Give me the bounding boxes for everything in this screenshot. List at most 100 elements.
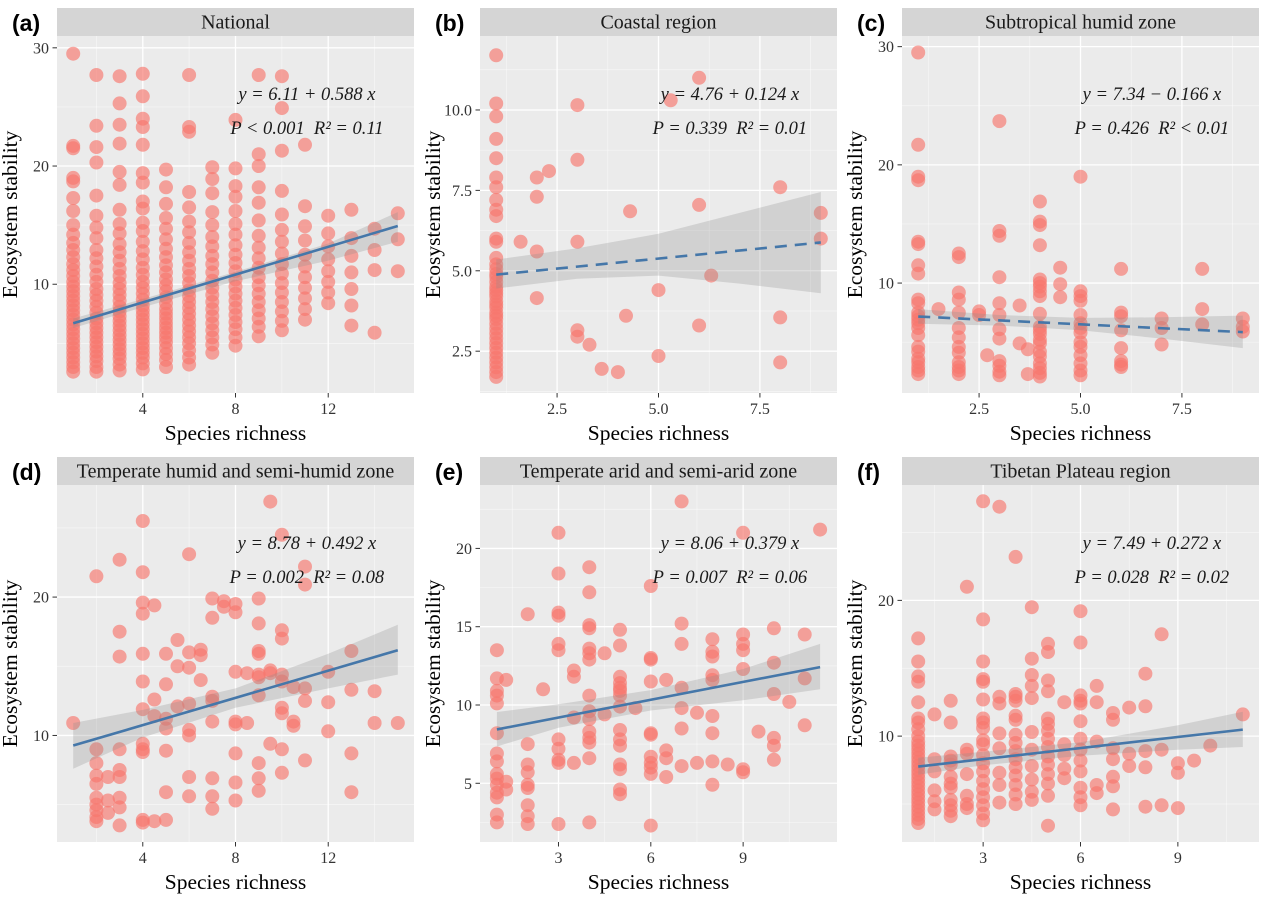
data-point [135, 120, 150, 134]
panel-svg-a: National (a) y = 6.11 + 0.588 x P < 0.001 R… [0, 8, 414, 445]
data-point [263, 736, 278, 751]
x-axis-title: Species richness [1010, 870, 1152, 894]
y-tick-label: 30 [33, 40, 49, 57]
data-point [298, 291, 312, 306]
data-point [228, 793, 243, 807]
data-point [228, 204, 243, 218]
equation-text: y = 4.76 + 0.124 x [658, 85, 799, 105]
data-point [390, 715, 405, 730]
data-point [228, 745, 243, 760]
data-point [112, 136, 127, 151]
data-point [1073, 635, 1088, 649]
scatter-points [489, 493, 827, 833]
data-point [135, 175, 150, 190]
data-point [228, 775, 243, 789]
data-point [1053, 260, 1068, 275]
data-point [992, 765, 1007, 780]
y-tick-label: 5.0 [452, 263, 472, 280]
data-point [911, 815, 926, 830]
data-point [135, 513, 150, 528]
data-point [674, 493, 689, 508]
data-point [205, 160, 220, 175]
y-tick-label: 5 [464, 775, 472, 792]
data-point [274, 143, 289, 158]
data-point [89, 208, 104, 223]
data-point [274, 69, 289, 84]
data-point [367, 715, 382, 730]
data-point [992, 777, 1007, 792]
data-point [159, 221, 173, 236]
data-point [182, 660, 197, 675]
data-point [367, 683, 382, 698]
data-point [89, 140, 104, 155]
data-point [488, 151, 503, 166]
data-point [112, 649, 127, 664]
data-point [1033, 306, 1048, 321]
data-point [274, 765, 289, 780]
data-point [205, 788, 220, 803]
data-point [390, 232, 405, 247]
data-point [581, 688, 596, 703]
data-point [367, 243, 382, 257]
strip-title: Temperate humid and semi-humid zone [77, 460, 395, 482]
strip-title: Tibetan Plateau region [991, 460, 1171, 482]
x-tick-label: 12 [320, 850, 336, 867]
data-point [344, 282, 359, 296]
data-point [541, 164, 556, 179]
data-point [643, 727, 658, 742]
y-tick-label: 20 [456, 540, 472, 557]
x-tick-label: 5.0 [648, 401, 668, 418]
data-point [112, 799, 127, 814]
data-point [205, 714, 220, 729]
equation-text: y = 8.06 + 0.379 x [658, 534, 799, 554]
data-point [182, 200, 197, 215]
data-point [263, 665, 278, 680]
data-point [488, 234, 503, 249]
data-point [182, 185, 197, 199]
data-point [1057, 736, 1072, 751]
x-tick-label: 2.5 [547, 401, 567, 418]
data-point [663, 93, 678, 108]
data-point [135, 66, 150, 81]
data-point [551, 816, 566, 831]
data-point [112, 177, 127, 192]
data-point [159, 211, 173, 225]
y-tick-label: 10 [33, 277, 49, 294]
data-point [298, 137, 312, 152]
data-point [286, 679, 301, 694]
regression-line [918, 315, 1244, 334]
data-point [520, 797, 535, 812]
panel-a: National (a) y = 6.11 + 0.588 x P < 0.001 R… [0, 0, 422, 448]
data-point [251, 615, 266, 630]
data-point [488, 96, 503, 111]
data-point [1114, 309, 1129, 324]
panel-c: Subtropical humid zone (c) y = 7.34 − 0.16… [843, 0, 1267, 448]
data-point [228, 604, 243, 619]
data-point [566, 669, 581, 684]
data-point [992, 270, 1007, 285]
data-point [1203, 738, 1218, 753]
data-point [735, 525, 750, 540]
data-point [321, 723, 336, 738]
data-point [1025, 599, 1040, 614]
data-point [488, 131, 503, 146]
regression-line [496, 665, 820, 731]
data-point [1033, 369, 1048, 384]
strip-header [57, 8, 414, 36]
equation-text: y = 6.11 + 0.588 x [236, 85, 376, 105]
stats-text: P = 0.339 R² = 0.01 [651, 119, 807, 139]
data-point [251, 159, 266, 173]
x-tick-label: 4 [139, 850, 147, 867]
data-point [89, 231, 104, 246]
data-point [488, 180, 503, 195]
x-axis-title: Species richness [165, 870, 307, 894]
data-point [1057, 770, 1072, 785]
data-point [298, 693, 312, 708]
data-point [344, 248, 359, 263]
data-point [651, 349, 666, 363]
data-point [89, 188, 104, 203]
data-point [992, 228, 1007, 243]
data-point [735, 764, 750, 779]
panel-d: Temperate humid and semi-humid zone (d) y … [0, 449, 422, 897]
data-point [228, 217, 243, 231]
